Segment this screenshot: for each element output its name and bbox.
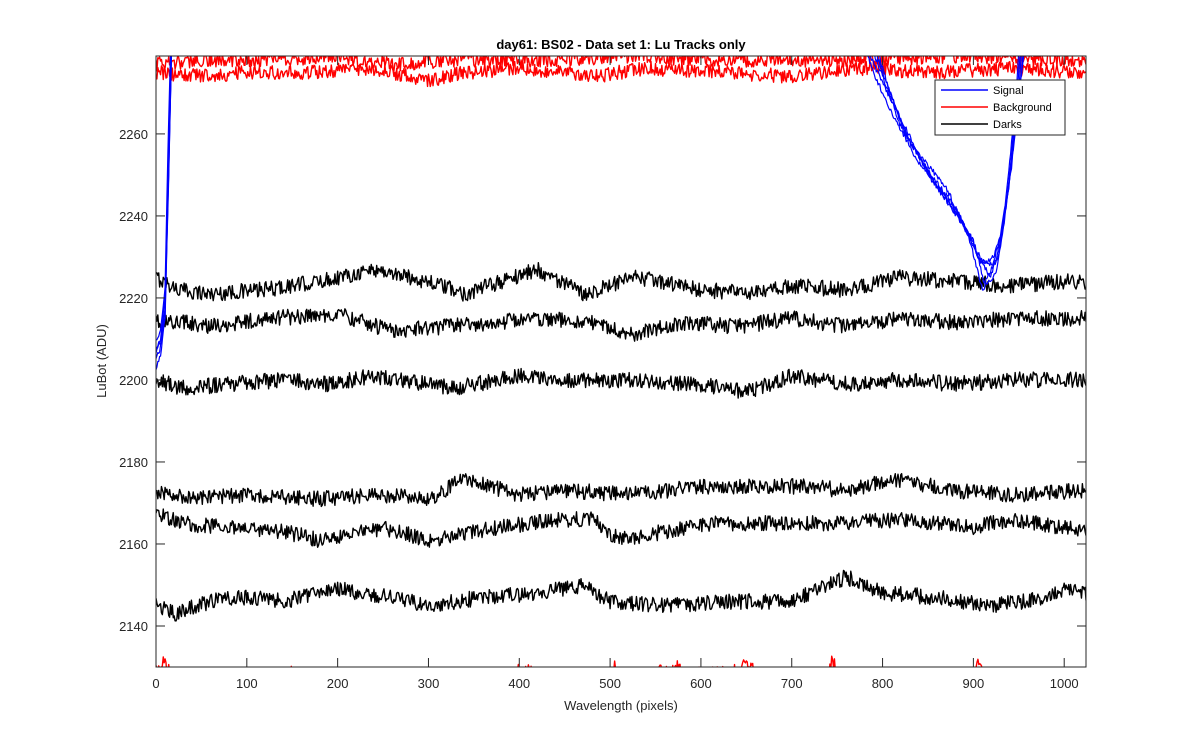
x-tick-label: 1000: [1050, 676, 1079, 691]
series-line-darks-1: [156, 261, 1086, 302]
chart-title: day61: BS02 - Data set 1: Lu Tracks only: [496, 37, 746, 52]
legend-label-darks: Darks: [993, 119, 1022, 131]
x-tick-label: 700: [781, 676, 803, 691]
series-line-darks-2: [156, 308, 1086, 342]
series-layer: [156, 56, 1086, 667]
series-line-background-1: [156, 56, 1086, 72]
x-tick-label: 200: [327, 676, 349, 691]
x-tick-label: 900: [963, 676, 985, 691]
legend-label-background: Background: [993, 102, 1052, 114]
y-tick-label: 2140: [119, 619, 148, 634]
y-axis-title: LuBot (ADU): [94, 324, 109, 398]
axes-box: [155, 55, 1087, 668]
y-tick-label: 2220: [119, 291, 148, 306]
x-tick-label: 500: [599, 676, 621, 691]
series-line-darks-5: [156, 508, 1086, 548]
legend: Signal Background Darks: [934, 79, 1066, 136]
x-tick-label: 800: [872, 676, 894, 691]
axes-layer: 0 100 200 300 400 500 600 700 800 900 1000 2140 2160…: [119, 55, 1087, 691]
series-line-background-2: [156, 60, 1086, 88]
series-line-signal-4: [156, 56, 1024, 359]
x-tick-label: 100: [236, 676, 258, 691]
x-tick-label: 0: [152, 676, 159, 691]
y-tick-label: 2200: [119, 373, 148, 388]
x-tick-label: 400: [508, 676, 530, 691]
series-line-darks-6: [156, 569, 1086, 622]
legend-label-signal: Signal: [993, 85, 1024, 97]
y-tick-label: 2180: [119, 455, 148, 470]
y-tick-label: 2240: [119, 209, 148, 224]
series-line-darks-3: [156, 367, 1086, 399]
x-tick-label: 600: [690, 676, 712, 691]
x-axis-title: Wavelength (pixels): [564, 698, 678, 713]
series-line-signal-5: [156, 56, 1025, 350]
y-tick-label: 2260: [119, 127, 148, 142]
series-line-darks-4: [156, 472, 1086, 508]
series-line-signal-1: [156, 56, 1021, 370]
y-tick-label: 2160: [119, 537, 148, 552]
x-tick-label: 300: [418, 676, 440, 691]
plot-area: [156, 56, 1086, 667]
